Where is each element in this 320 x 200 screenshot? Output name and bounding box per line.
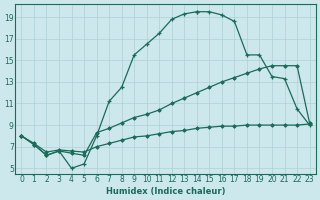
X-axis label: Humidex (Indice chaleur): Humidex (Indice chaleur) <box>106 187 225 196</box>
